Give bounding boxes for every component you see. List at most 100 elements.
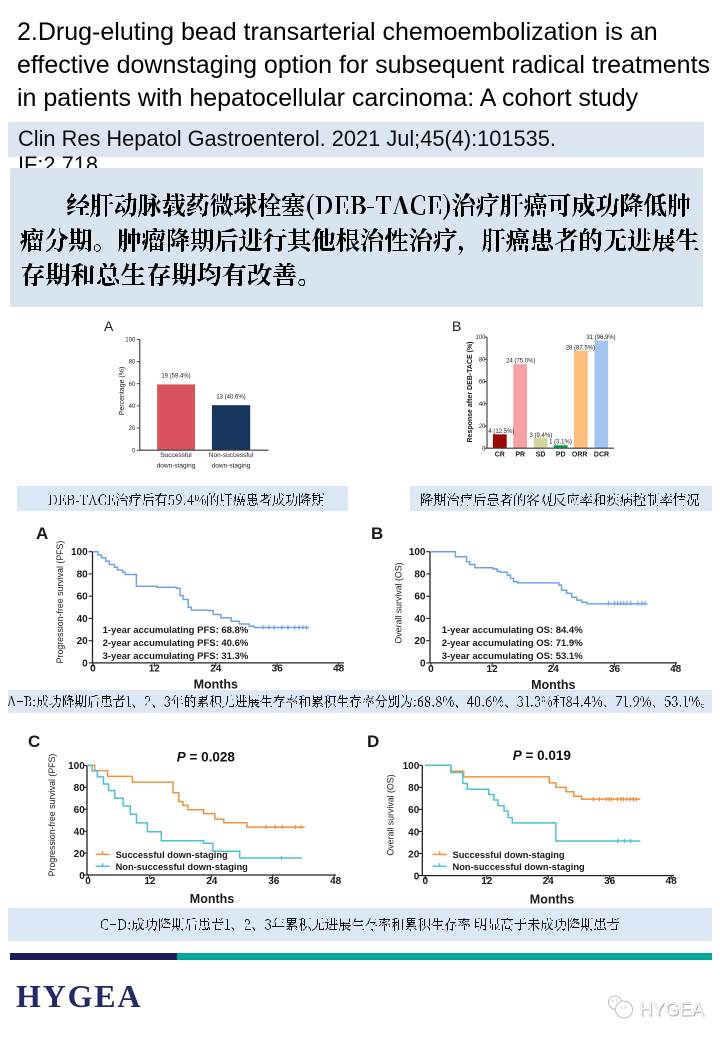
svg-text:12: 12 [487,664,499,675]
svg-text:2-year accumulating PFS: 40.6%: 2-year accumulating PFS: 40.6% [103,638,249,649]
svg-text:80: 80 [479,357,486,363]
svg-text:Months: Months [194,677,238,691]
svg-text:1-year accumulating PFS: 68.8%: 1-year accumulating PFS: 68.8% [103,625,249,636]
svg-text:Progression-free survival (PFS: Progression-free survival (PFS) [47,754,57,877]
svg-text:3-year accumulating OS: 53.1%: 3-year accumulating OS: 53.1% [442,651,584,662]
svg-text:PR: PR [515,452,525,459]
svg-text:0: 0 [90,664,96,675]
svg-text:4 (12.5%): 4 (12.5%) [488,429,514,435]
svg-text:A: A [36,524,48,543]
svg-text:24: 24 [210,664,222,675]
svg-text:40: 40 [129,404,136,410]
svg-text:0: 0 [82,658,88,669]
svg-text:12: 12 [144,876,156,887]
svg-text:12: 12 [149,664,161,675]
svg-text:20: 20 [129,426,136,432]
svg-text:PD: PD [556,452,566,459]
svg-text:36: 36 [609,664,621,675]
svg-text:80: 80 [74,783,86,794]
svg-text:100: 100 [125,338,136,344]
svg-text:0: 0 [482,446,486,452]
svg-text:0: 0 [420,658,426,669]
svg-text:SD: SD [536,452,546,459]
svg-text:40: 40 [408,827,420,838]
svg-text:CR: CR [495,452,505,459]
svg-text:31 (96.9%): 31 (96.9%) [586,335,615,341]
svg-text:28 (87.5%): 28 (87.5%) [566,345,595,351]
svg-text:24 (75.0%): 24 (75.0%) [506,359,535,365]
svg-text:Progression-free survival (PFS: Progression-free survival (PFS) [55,541,65,664]
svg-text:100: 100 [475,335,486,341]
svg-text:80: 80 [129,360,136,366]
svg-text:20: 20 [408,849,420,860]
svg-text:ORR: ORR [572,452,588,459]
svg-text:36: 36 [272,664,284,675]
svg-text:P = 0.028: P = 0.028 [177,749,236,764]
svg-text:down-staging: down-staging [212,463,251,470]
svg-text:B: B [452,318,461,334]
svg-text:HYGEA: HYGEA [639,999,704,1020]
svg-text:60: 60 [414,592,426,603]
svg-text:60: 60 [77,592,89,603]
svg-text:40: 40 [74,827,86,838]
svg-text:40: 40 [479,402,486,408]
svg-text:48: 48 [670,664,682,675]
svg-text:20: 20 [74,849,86,860]
svg-text:0: 0 [423,876,429,887]
svg-text:12: 12 [481,876,493,887]
svg-text:Successful: Successful [160,452,192,459]
svg-text:3-year accumulating PFS: 31.3%: 3-year accumulating PFS: 31.3% [103,651,249,662]
svg-text:48: 48 [333,664,345,675]
svg-text:0: 0 [414,871,420,882]
svg-text:24: 24 [548,664,560,675]
svg-text:Successful down-staging: Successful down-staging [453,850,565,860]
svg-text:19 (59.4%): 19 (59.4%) [161,374,190,380]
svg-text:Non-successful down-staging: Non-successful down-staging [453,862,586,872]
svg-text:Months: Months [530,892,574,906]
svg-text:20: 20 [414,636,426,647]
svg-text:Overall survival (OS): Overall survival (OS) [394,562,404,643]
svg-text:60: 60 [408,805,420,816]
svg-text:100: 100 [71,547,88,558]
svg-text:0: 0 [428,664,434,675]
svg-text:D: D [367,732,379,751]
svg-text:B: B [371,524,383,543]
svg-text:60: 60 [479,380,486,386]
svg-text:1-year accumulating OS: 84.4%: 1-year accumulating OS: 84.4% [442,625,584,636]
svg-text:1 (3.1%): 1 (3.1%) [549,440,572,446]
svg-text:24: 24 [543,876,555,887]
svg-text:0: 0 [132,448,136,454]
svg-text:P = 0.019: P = 0.019 [513,748,571,763]
svg-text:Percentage (%): Percentage (%) [119,367,126,416]
svg-text:24: 24 [206,876,218,887]
svg-text:Response after DEB-TACE (%): Response after DEB-TACE (%) [467,342,474,443]
svg-text:20: 20 [479,424,486,430]
svg-text:down-staging: down-staging [157,463,196,470]
svg-text:Months: Months [531,678,575,692]
svg-text:100: 100 [68,761,85,772]
svg-text:A: A [104,318,114,334]
svg-text:60: 60 [74,805,86,816]
svg-text:DCR: DCR [594,452,609,459]
svg-text:80: 80 [77,569,89,580]
svg-text:HYGEA: HYGEA [640,1000,705,1021]
svg-text:100: 100 [403,761,420,772]
svg-text:36: 36 [604,876,616,887]
svg-text:0: 0 [85,876,91,887]
svg-text:3 (9.4%): 3 (9.4%) [530,433,553,439]
svg-text:100: 100 [409,547,426,558]
svg-text:13 (40.6%): 13 (40.6%) [216,394,245,400]
svg-text:60: 60 [129,382,136,388]
svg-text:80: 80 [408,783,420,794]
svg-text:Months: Months [190,892,234,906]
svg-text:48: 48 [330,876,342,887]
svg-text:Non-successful: Non-successful [209,452,254,459]
svg-text:C: C [28,732,40,751]
svg-text:80: 80 [414,569,426,580]
svg-text:40: 40 [77,614,89,625]
svg-text:Non-successful down-staging: Non-successful down-staging [116,862,249,872]
svg-text:2-year accumulating OS: 71.9%: 2-year accumulating OS: 71.9% [442,638,584,649]
svg-text:0: 0 [79,871,85,882]
svg-text:20: 20 [77,636,89,647]
svg-text:36: 36 [268,876,280,887]
